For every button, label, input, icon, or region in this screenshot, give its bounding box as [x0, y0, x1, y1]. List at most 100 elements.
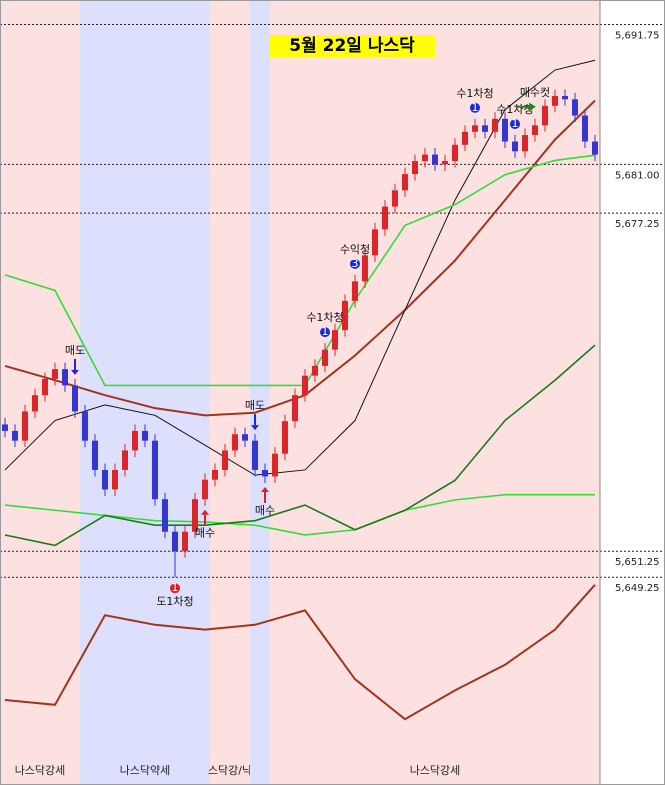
candle-body	[82, 411, 88, 441]
signal-arrow-head	[71, 369, 79, 375]
annotation-text: 수1차청	[496, 103, 533, 116]
candle-body	[482, 125, 488, 132]
signal-arrow-head	[201, 509, 209, 515]
region-label: 나스닥약세	[120, 763, 171, 777]
region	[250, 0, 270, 785]
annotation-text: 매도	[65, 344, 85, 357]
candle-body	[392, 190, 398, 207]
y-tick-label: 5,677.25	[615, 219, 660, 230]
candle-body	[502, 118, 508, 142]
candle-body	[562, 96, 568, 100]
grid: 5,691.75 5,681.00 5,677.25 5,651.25 5,649.25	[0, 24, 665, 594]
candle-body	[372, 229, 378, 256]
candle-body	[312, 365, 318, 376]
candle-body	[572, 99, 578, 116]
region	[0, 0, 80, 785]
candle-body	[552, 96, 558, 106]
y-tick-label: 5,681.00	[615, 170, 660, 181]
candle-body	[352, 281, 358, 301]
candle-body	[92, 440, 98, 470]
signal-arrow-head	[529, 102, 536, 111]
candle-body	[462, 131, 468, 145]
candle-body	[222, 450, 228, 470]
annotation-text: 도1차청	[156, 595, 193, 608]
annotation-text: 매수컷	[520, 86, 550, 99]
regions: 나스닥강세 나스닥약세 스닥강/낙 나스닥강세	[0, 0, 600, 785]
candles	[2, 89, 598, 578]
signal-arrow-head	[261, 486, 269, 492]
candle-body	[532, 125, 538, 136]
candle-body	[112, 469, 118, 490]
candle-body	[302, 375, 308, 396]
badge-text: 1	[512, 117, 519, 130]
y-tick-label: 5,649.25	[615, 583, 660, 594]
region	[270, 0, 600, 785]
y-tick-label: 5,691.75	[615, 31, 660, 42]
candle-body	[22, 411, 28, 441]
candle-body	[142, 430, 148, 441]
candle-body	[232, 434, 238, 451]
candle-body	[102, 469, 108, 490]
candle-body	[272, 453, 278, 477]
candle-body	[12, 430, 18, 441]
candle-body	[262, 469, 268, 477]
candle-body	[212, 469, 218, 480]
region	[210, 0, 250, 785]
y-tick-label: 5,651.25	[615, 557, 660, 568]
candle-body	[592, 141, 598, 155]
candle-body	[152, 440, 158, 500]
badge	[350, 258, 360, 269]
region-label: 나스닥강세	[410, 764, 461, 777]
candle-body	[172, 531, 178, 552]
candle-body	[162, 499, 168, 532]
annotation-text: 매수	[255, 504, 275, 517]
region-label: 스닥강/낙	[208, 764, 252, 777]
region	[80, 0, 210, 785]
indicator-line	[4, 59, 596, 476]
candle-body	[542, 105, 548, 126]
candle-body	[522, 135, 528, 152]
candle-body	[512, 141, 518, 152]
candle-body	[32, 395, 38, 412]
signal-arrow-head	[251, 425, 259, 431]
badge-text: 3	[352, 257, 359, 270]
candle-body	[242, 434, 248, 441]
candle-body	[292, 395, 298, 422]
region-label: 나스닥강세	[15, 764, 66, 777]
candle-body	[62, 369, 68, 386]
badge	[470, 102, 480, 113]
candle-body	[442, 161, 448, 165]
candle-body	[2, 424, 8, 431]
indicator-line	[4, 344, 596, 547]
badge-text: 1	[472, 101, 479, 114]
candle-body	[452, 144, 458, 162]
annotation-text: 수익청	[340, 243, 370, 256]
candle-body	[412, 161, 418, 175]
candle-body	[362, 255, 368, 282]
candle-body	[342, 300, 348, 331]
candle-body	[42, 378, 48, 396]
title-box	[270, 35, 435, 57]
badge	[510, 119, 520, 130]
badge	[170, 583, 180, 594]
candle-body	[282, 421, 288, 454]
badge-text: 1	[172, 581, 179, 594]
candle-body	[432, 154, 438, 165]
candle-body	[122, 450, 128, 470]
annotation-text: 매도	[245, 399, 265, 412]
candle-body	[382, 206, 388, 230]
candle-body	[192, 499, 198, 532]
candle-body	[582, 115, 588, 142]
badge	[320, 327, 330, 338]
candle-body	[202, 479, 208, 500]
candle-body	[402, 174, 408, 191]
annotation-text: 수1차청	[456, 87, 493, 100]
candle-body	[52, 369, 58, 379]
badge-text: 1	[322, 325, 329, 338]
candle-body	[322, 349, 328, 366]
candle-body	[492, 118, 498, 132]
candle-body	[132, 430, 138, 451]
candle-body	[422, 154, 428, 162]
